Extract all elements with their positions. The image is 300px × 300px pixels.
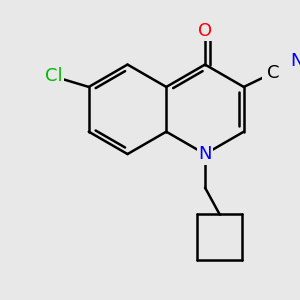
Text: Cl: Cl — [45, 68, 62, 85]
Text: O: O — [198, 22, 212, 40]
Text: C: C — [267, 64, 279, 82]
Text: N: N — [290, 52, 300, 70]
Text: N: N — [198, 145, 212, 163]
